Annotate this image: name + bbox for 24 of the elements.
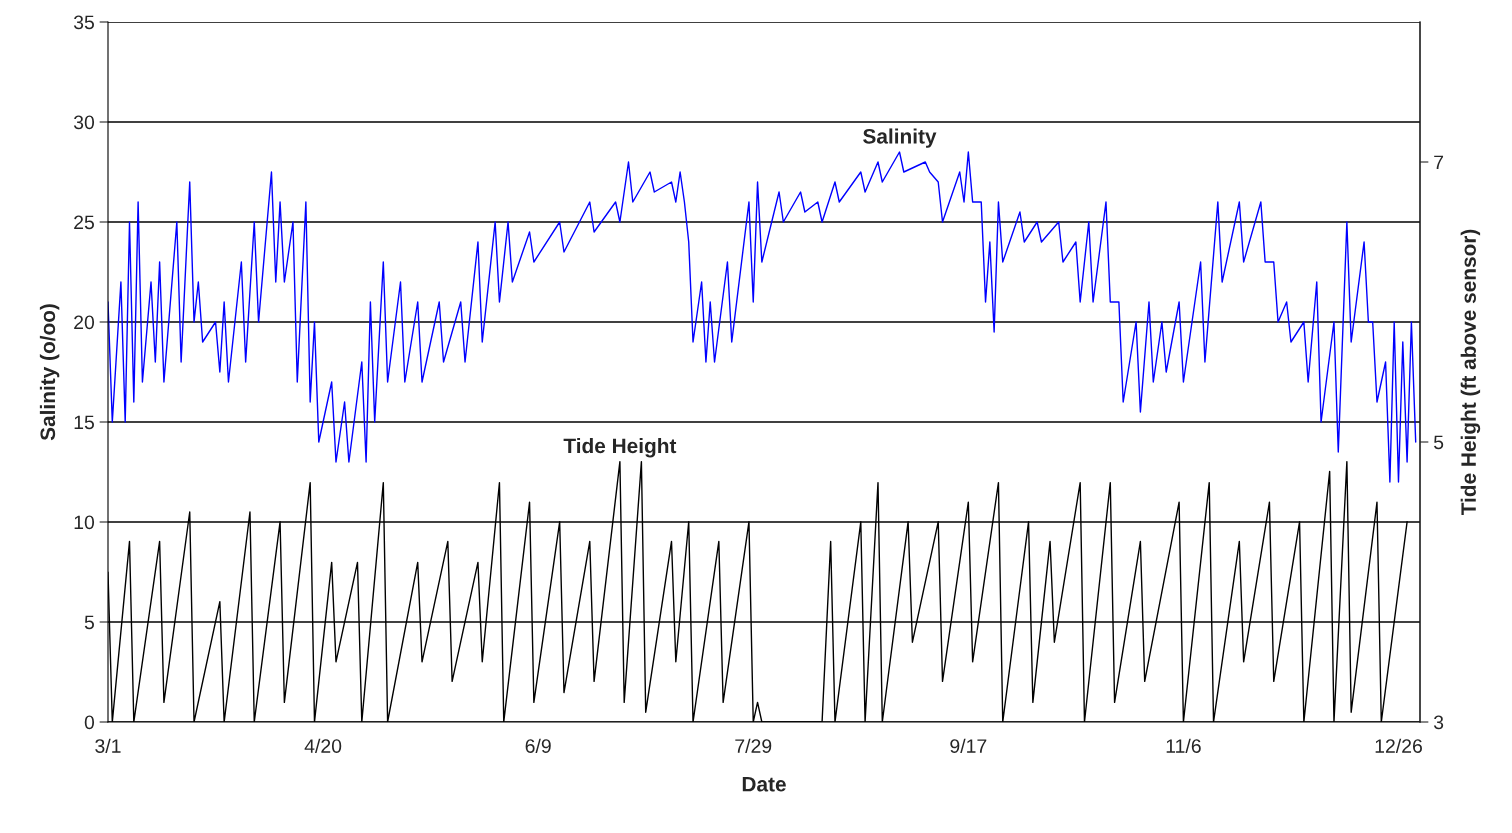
y-tick-label: 5 [84, 615, 94, 630]
series-label: Salinity [863, 128, 937, 148]
y-tick-label: 35 [73, 15, 94, 30]
y2-tick-label: 7 [1434, 155, 1444, 170]
x-tick-label: 9/17 [950, 738, 987, 753]
x-tick-label: 7/29 [735, 738, 772, 753]
y-tick-label: 10 [74, 515, 95, 530]
y-tick-label: 25 [74, 215, 94, 230]
x-tick-label: 3/1 [95, 738, 121, 753]
x-tick-label: 12/26 [1375, 738, 1422, 753]
x-tick-label: 11/6 [1166, 738, 1201, 753]
series-label: Tide Height [563, 437, 677, 458]
x-axis-title: Date [742, 777, 786, 792]
y-tick-label: 30 [73, 115, 95, 130]
y-tick-label: 20 [74, 315, 95, 330]
y2-axis-title: Tide Height (ft above sensor) [1460, 229, 1481, 516]
y-tick-label: 0 [84, 715, 95, 730]
line-series [108, 151, 1417, 483]
y-tick-label: 15 [74, 415, 94, 430]
y2-tick-label: 5 [1433, 435, 1444, 450]
x-tick-label: 6/9 [525, 738, 551, 753]
x-tick-label: 4/20 [304, 738, 342, 753]
y2-tick-label: 3 [1433, 715, 1444, 730]
y-axis-title: Salinity (o/oo) [39, 304, 60, 441]
